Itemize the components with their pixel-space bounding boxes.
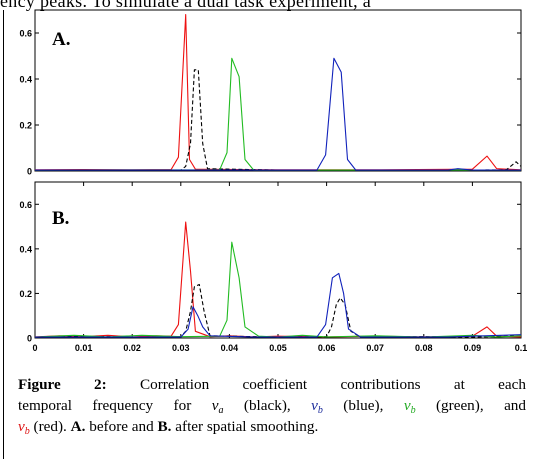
caption-vb-letter-2: v <box>403 397 411 414</box>
series-line-3 <box>35 272 522 338</box>
caption-line-1: Figure 2: Correlation coefficient contri… <box>18 374 526 395</box>
series-line-3 <box>35 57 521 171</box>
x-tick-label: 0.04 <box>221 343 239 353</box>
left-frame-line <box>3 10 4 459</box>
caption-va-desc: (black), <box>223 397 312 414</box>
caption-line-3: vb (red). A. before and B. after spatial… <box>18 416 526 437</box>
caption-a-label: A. <box>70 418 86 435</box>
caption-vb-red: vb <box>18 418 30 437</box>
caption-vb-letter-1: v <box>311 397 318 414</box>
panel-b: 0 0.2 0.4 0.6 0 0.01 0.02 0.03 0.04 0.05 0.06 0.07 0… <box>19 181 528 353</box>
caption-vb2-desc: (green), and <box>415 397 526 414</box>
series-line-2 <box>34 241 522 338</box>
figure-caption: Figure 2: Correlation coefficient contri… <box>18 374 526 437</box>
y-tick-label: 0 <box>27 167 32 177</box>
x-tick-label: 0.01 <box>75 343 93 353</box>
caption-vb-sub-3: b <box>24 426 30 437</box>
x-tick-label: 0.09 <box>464 343 482 353</box>
caption-vb1-desc: (blue), <box>322 397 404 414</box>
caption-va-letter: v <box>211 397 219 414</box>
axes-frame <box>34 9 522 172</box>
caption-va: va <box>211 397 224 416</box>
x-tick-label: 0 <box>32 343 37 353</box>
caption-vb-blue: vb <box>311 397 323 416</box>
series-line-1 <box>35 69 522 171</box>
series-line-0 <box>34 14 522 171</box>
x-tick-label: 0.08 <box>415 343 433 353</box>
panel-label: A. <box>52 29 70 50</box>
caption-b-text: after spatial smoothing. <box>171 418 319 435</box>
x-tick-label: 0.02 <box>123 343 141 353</box>
caption-figure-label: Figure 2: <box>18 376 107 393</box>
caption-line-2: temporal frequency for va (black), vb (b… <box>18 395 526 416</box>
figure-2-plots: 0 0.2 0.4 0.6 A. 0 0.2 0.4 0.6 0 0.01 0.02 0.03 0.04… <box>19 9 528 353</box>
panel-a: 0 0.2 0.4 0.6 A. <box>19 9 522 177</box>
x-tick-label: 0.07 <box>366 343 384 353</box>
series-line-2 <box>34 57 521 171</box>
x-tick-label: 0.05 <box>269 343 287 353</box>
panel-label: B. <box>52 208 69 229</box>
x-tick-label: 0.06 <box>318 343 336 353</box>
y-tick-label: 0.6 <box>19 200 32 210</box>
y-tick-label: 0.4 <box>19 244 32 254</box>
series-line-1 <box>34 283 522 338</box>
caption-text-freq: temporal frequency for <box>18 397 212 414</box>
caption-vb-sub-2: b <box>410 405 416 416</box>
caption-line1-text: Correlation coefficient contributions at… <box>106 376 526 393</box>
series-line-0 <box>34 221 522 338</box>
y-tick-label: 0.6 <box>19 29 32 39</box>
caption-vb3-desc: (red). <box>29 418 71 435</box>
caption-vb-letter-3: v <box>18 418 25 435</box>
caption-vb-sub-1: b <box>317 405 323 416</box>
x-tick-label: 0.1 <box>515 343 528 353</box>
y-tick-label: 0 <box>27 334 32 344</box>
caption-b-label: B. <box>157 418 172 435</box>
y-tick-label: 0.4 <box>19 75 32 85</box>
top-body-text: ency peaks. To simulate a dual task expe… <box>0 0 371 11</box>
y-tick-label: 0.2 <box>19 121 32 131</box>
caption-va-sub: a <box>218 405 224 416</box>
caption-a-text: before and <box>85 418 158 435</box>
axes-frame <box>34 181 522 339</box>
x-tick-label: 0.03 <box>172 343 190 353</box>
y-tick-label: 0.2 <box>19 289 32 299</box>
caption-vb-green: vb <box>403 397 416 416</box>
